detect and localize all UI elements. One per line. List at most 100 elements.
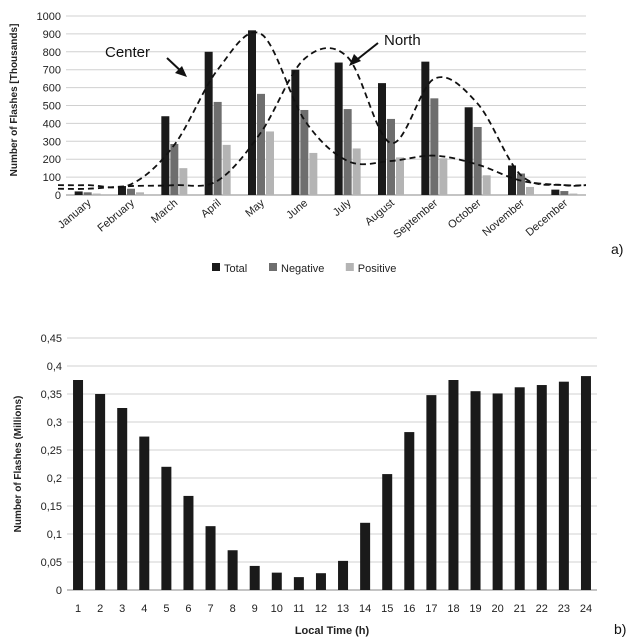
chart-b-y-tick-label: 0,2 <box>47 473 62 485</box>
chart-a-bar-positive <box>92 193 101 195</box>
chart-b-bar <box>514 387 525 590</box>
chart-b-y-axis-label: Number of Flashes (Millions) <box>13 396 24 533</box>
chart-b-x-ticks: 1 2 3 4 5 6 7 8 9 10 11 12 13 14 15 16 17 18 19 20 21 22 23 24 <box>75 603 592 615</box>
chart-a-bar-total <box>204 51 213 195</box>
chart-b-bar <box>580 376 591 590</box>
chart-a-y-tick-label: 400 <box>43 118 61 130</box>
chart-a-bar-negative <box>343 109 352 195</box>
chart-b-x-tick-label: 18 <box>447 603 459 615</box>
chart-a-bar-negative <box>560 191 569 195</box>
chart-a-bar-negative <box>83 192 92 195</box>
chart-a-bar-total <box>378 83 386 195</box>
chart-a-bar-negative <box>170 143 179 195</box>
chart-b-x-tick-label: 14 <box>359 603 371 615</box>
chart-b-x-tick-label: 7 <box>207 603 213 615</box>
chart-a-x-tick-label: February <box>95 197 137 235</box>
chart-a-y-tick-label: 0 <box>55 190 61 202</box>
chart-b-x-tick-label: 12 <box>315 603 327 615</box>
chart-b-y-tick-label: 0,1 <box>47 529 62 541</box>
annotation-center-arrow <box>166 57 187 77</box>
chart-b-x-axis-label: Local Time (h) <box>295 625 370 637</box>
annotation-north: North <box>384 32 421 49</box>
chart-a-grid <box>66 15 586 196</box>
legend-label-negative: Negative <box>281 263 324 275</box>
chart-b-x-tick-label: 8 <box>230 603 236 615</box>
chart-b-x-tick-label: 6 <box>185 603 191 615</box>
chart-a-x-ticks: January February March April May June July Augu… <box>56 197 571 241</box>
chart-a-x-tick-label: May <box>243 197 267 220</box>
chart-b-bar <box>205 526 216 590</box>
chart-a-x-tick-label: March <box>149 197 180 226</box>
chart-a-bar-positive <box>136 192 144 195</box>
chart-b-bar <box>470 391 481 590</box>
chart-a-y-tick-label: 600 <box>43 83 61 95</box>
chart-a-bar-total <box>118 186 126 195</box>
chart-a-bar-total <box>464 107 473 195</box>
chart-a-x-tick-label: September <box>391 197 440 241</box>
chart-b-bar <box>338 560 349 590</box>
chart-b-bar <box>426 395 437 590</box>
chart-a-bar-negative <box>257 93 265 195</box>
chart-a-bar-positive <box>396 157 404 195</box>
chart-a-x-tick-label: January <box>56 197 94 232</box>
chart-a-x-tick-label: October <box>446 197 484 232</box>
chart-a-bar-negative <box>517 173 525 195</box>
chart-a-y-tick-label: 300 <box>43 136 61 148</box>
chart-a-bar-positive <box>309 152 318 195</box>
chart-b-x-tick-label: 2 <box>97 603 103 615</box>
chart-a-x-tick-label: July <box>331 197 354 219</box>
chart-b-bar <box>139 436 150 590</box>
chart-a-y-tick-label: 700 <box>43 65 61 77</box>
legend-label-total: Total <box>224 263 247 275</box>
chart-a-bar-total <box>421 61 430 195</box>
chart-b-y-tick-label: 0,35 <box>41 389 62 401</box>
chart-b-bar <box>95 394 106 590</box>
chart-b-x-tick-label: 4 <box>141 603 147 615</box>
chart-a-x-tick-label: November <box>480 197 527 239</box>
chart-b-x-tick-label: 22 <box>536 603 548 615</box>
chart-a-bar-positive <box>569 193 578 195</box>
chart-b-x-tick-label: 1 <box>75 603 81 615</box>
chart-b-bar <box>73 380 84 590</box>
chart-b-x-tick-label: 21 <box>514 603 526 615</box>
chart-b-bar <box>293 577 304 590</box>
chart-b-x-tick-label: 10 <box>271 603 283 615</box>
chart-a-bar-positive <box>222 144 231 195</box>
chart-a-bar-negative <box>300 109 309 195</box>
chart-a-y-tick-label: 800 <box>43 47 61 59</box>
chart-a-y-tick-label: 900 <box>43 29 61 41</box>
chart-b-y-tick-label: 0,3 <box>47 417 62 429</box>
legend-swatch-negative <box>269 263 277 271</box>
chart-a-panel-label: a) <box>611 241 623 257</box>
chart-b-bar <box>536 385 547 590</box>
chart-b-bar <box>249 565 260 590</box>
chart-b-x-tick-label: 15 <box>381 603 393 615</box>
chart-b-x-tick-label: 5 <box>163 603 169 615</box>
chart-b-bar <box>315 573 326 590</box>
chart-b-bar <box>360 522 371 590</box>
chart-b-y-tick-label: 0 <box>56 585 62 597</box>
chart-a-x-tick-label: June <box>284 197 310 222</box>
chart-b-bar <box>492 393 503 590</box>
chart-b-x-tick-label: 20 <box>492 603 504 615</box>
chart-b-y-tick-label: 0,05 <box>41 557 62 569</box>
chart-a-bar-negative <box>430 98 439 195</box>
chart-a-bar-positive <box>482 175 491 195</box>
chart-a-bar-positive <box>179 168 188 195</box>
legend-label-positive: Positive <box>358 263 397 275</box>
chart-a-bar-positive <box>352 148 361 195</box>
chart-a-y-axis-label: Number of Flashes [Thousands] <box>9 24 20 177</box>
chart-b-bar <box>448 380 459 590</box>
chart-b-bar <box>404 432 415 590</box>
chart-a-bar-negative <box>213 101 222 195</box>
chart-b-y-tick-label: 0,45 <box>41 333 62 345</box>
chart-b-x-tick-label: 17 <box>425 603 437 615</box>
chart-a-bar-total <box>161 116 170 195</box>
chart-b-bar <box>382 474 393 590</box>
chart-b-bars <box>73 376 591 590</box>
chart-a-bar-total <box>508 165 516 195</box>
chart-b-bar <box>227 550 238 590</box>
chart-b-bar <box>117 408 128 590</box>
